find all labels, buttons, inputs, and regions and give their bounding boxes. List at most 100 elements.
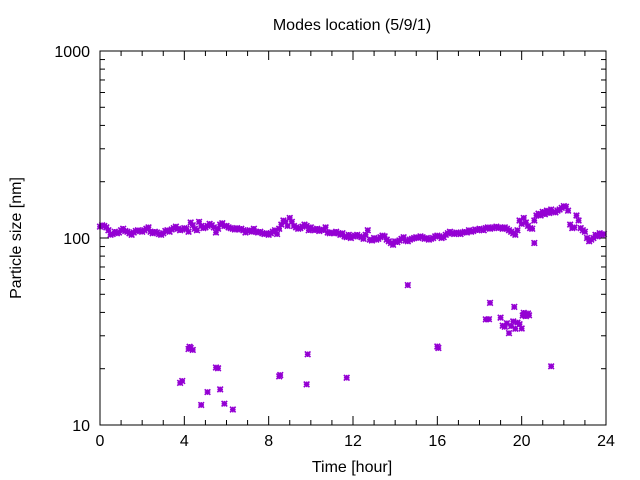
data-point bbox=[509, 318, 517, 325]
data-point bbox=[372, 236, 380, 244]
data-points bbox=[96, 202, 608, 413]
data-point bbox=[511, 325, 519, 333]
data-point bbox=[214, 364, 222, 372]
data-point bbox=[204, 388, 211, 396]
data-point bbox=[216, 386, 224, 393]
data-point bbox=[581, 228, 589, 236]
x-tick-label: 20 bbox=[513, 433, 531, 450]
data-point bbox=[288, 218, 296, 226]
data-point bbox=[545, 209, 553, 217]
x-tick-label: 16 bbox=[428, 433, 446, 450]
y-tick-label: 100 bbox=[63, 231, 90, 248]
y-axis-label: Particle size [nm] bbox=[8, 177, 25, 299]
data-point bbox=[406, 236, 414, 244]
data-point bbox=[497, 314, 504, 322]
data-point bbox=[438, 234, 445, 242]
data-point bbox=[145, 223, 152, 231]
data-point bbox=[501, 323, 509, 331]
data-point bbox=[507, 322, 515, 330]
plot-frame bbox=[99, 50, 607, 426]
data-point bbox=[221, 400, 228, 408]
data-point bbox=[408, 235, 416, 243]
data-point bbox=[566, 221, 574, 228]
data-point bbox=[541, 210, 549, 218]
data-point bbox=[366, 236, 374, 244]
data-point bbox=[303, 222, 310, 230]
data-point bbox=[189, 346, 197, 354]
data-point bbox=[435, 344, 442, 352]
data-point bbox=[505, 329, 513, 337]
data-point bbox=[528, 225, 536, 233]
x-tick-label: 0 bbox=[96, 433, 105, 450]
data-point bbox=[360, 235, 367, 243]
data-point bbox=[562, 203, 570, 211]
data-point bbox=[185, 228, 192, 236]
chart-title: Modes location (5/9/1) bbox=[273, 17, 431, 34]
data-point bbox=[273, 230, 281, 238]
data-point bbox=[322, 223, 329, 231]
data-point bbox=[214, 225, 222, 233]
y-axis-ticks: 10 100 1000 bbox=[54, 44, 606, 435]
x-tick-label: 4 bbox=[180, 433, 189, 450]
data-point bbox=[522, 219, 530, 226]
data-point bbox=[519, 312, 527, 319]
data-point bbox=[516, 320, 523, 328]
y-tick-label: 10 bbox=[72, 418, 90, 435]
data-point bbox=[503, 319, 511, 327]
data-point bbox=[402, 237, 410, 244]
data-point bbox=[583, 234, 591, 242]
y-tick-label: 1000 bbox=[54, 44, 90, 61]
x-tick-label: 24 bbox=[597, 433, 615, 450]
data-point bbox=[514, 226, 521, 234]
data-point bbox=[525, 311, 533, 319]
data-point bbox=[520, 309, 528, 317]
data-point bbox=[518, 220, 526, 228]
data-point bbox=[303, 380, 310, 388]
data-point bbox=[277, 221, 285, 228]
data-point bbox=[421, 235, 429, 243]
data-point bbox=[404, 281, 412, 289]
data-point bbox=[185, 345, 192, 353]
x-tick-label: 8 bbox=[264, 433, 273, 450]
data-point bbox=[276, 371, 284, 379]
data-point bbox=[212, 229, 220, 236]
data-point bbox=[284, 222, 292, 230]
data-point bbox=[516, 217, 523, 224]
data-point bbox=[573, 212, 580, 219]
data-point bbox=[485, 315, 493, 323]
data-point bbox=[304, 350, 312, 358]
x-tick-label: 12 bbox=[344, 433, 362, 450]
data-point bbox=[275, 225, 283, 233]
data-point bbox=[364, 226, 372, 234]
data-point bbox=[195, 218, 203, 226]
data-point bbox=[362, 231, 370, 239]
x-axis-label: Time [hour] bbox=[312, 459, 392, 476]
data-point bbox=[482, 316, 490, 323]
data-point bbox=[391, 237, 399, 245]
x-axis-ticks: 0 4 8 12 16 20 24 bbox=[96, 51, 615, 450]
data-point bbox=[571, 223, 578, 231]
data-point bbox=[229, 406, 237, 413]
data-point bbox=[564, 207, 572, 215]
data-point bbox=[600, 230, 608, 238]
data-point bbox=[381, 233, 388, 240]
data-point bbox=[282, 218, 289, 226]
data-point bbox=[486, 299, 494, 307]
data-point bbox=[193, 226, 201, 234]
data-point bbox=[210, 223, 218, 231]
data-point bbox=[511, 231, 519, 239]
data-point bbox=[520, 214, 528, 222]
data-point bbox=[343, 374, 351, 382]
data-point bbox=[530, 239, 538, 247]
data-point bbox=[530, 217, 538, 224]
data-point bbox=[189, 221, 197, 229]
data-point bbox=[510, 303, 518, 311]
data-point bbox=[389, 241, 397, 249]
data-point bbox=[427, 235, 435, 243]
data-point bbox=[410, 234, 418, 242]
data-point bbox=[575, 217, 582, 224]
data-point bbox=[105, 226, 112, 234]
data-point bbox=[518, 325, 526, 332]
data-point bbox=[271, 226, 279, 234]
